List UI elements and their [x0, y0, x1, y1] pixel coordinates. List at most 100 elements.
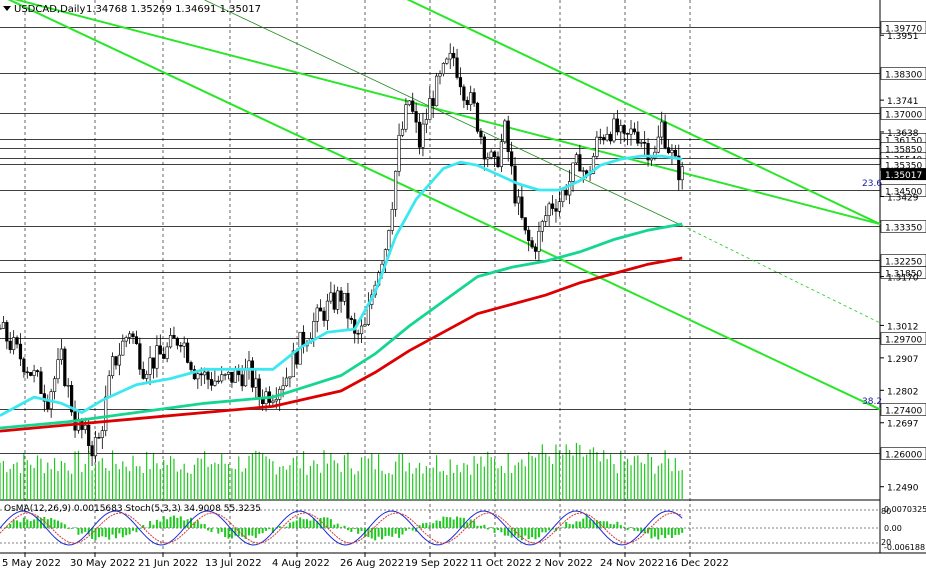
x-tick-label-5: 26 Aug 2022 — [340, 558, 404, 569]
candle-body — [247, 360, 251, 369]
candle-body — [110, 356, 115, 377]
candle-body — [203, 371, 207, 376]
candle-body — [230, 371, 234, 383]
level-label-11: 1.29700 — [885, 336, 922, 346]
candle-body — [172, 335, 176, 339]
y-tick-label-0: 1.3951 — [887, 32, 919, 42]
candle-body — [656, 136, 660, 153]
candle-body — [513, 165, 517, 204]
candle-body — [291, 350, 295, 378]
x-tick-label-0: 5 May 2022 — [2, 558, 61, 569]
candle-body — [134, 336, 139, 344]
candle-body — [356, 333, 360, 335]
level-label-8: 1.33350 — [885, 224, 922, 234]
candle-body — [533, 246, 538, 252]
candle-body — [22, 358, 26, 373]
candle-body — [131, 333, 135, 337]
candle-body — [29, 372, 33, 376]
level-label-10: 1.31850 — [885, 270, 922, 280]
candle-body — [394, 170, 398, 210]
candle-body — [46, 400, 50, 410]
x-tick-label-8: 2 Nov 2022 — [535, 558, 593, 569]
candle-body — [66, 385, 70, 387]
candle-body — [199, 373, 203, 376]
last-price-tag — [881, 168, 926, 181]
candle-body — [213, 380, 217, 386]
candle-body — [138, 343, 142, 370]
candle-body — [602, 137, 606, 141]
candle-body — [121, 340, 125, 356]
level-label-4: 1.35850 — [885, 146, 922, 156]
candle-body — [462, 86, 466, 101]
candle-body — [547, 203, 551, 216]
candle-body — [0, 328, 2, 330]
level-label-6: 1.35350 — [885, 162, 922, 172]
candle-body — [400, 128, 405, 136]
candle-body — [445, 58, 449, 64]
moving-averages — [0, 154, 683, 433]
candle-body — [240, 374, 244, 387]
candle-body — [1, 322, 6, 329]
y-tick-label-4: 1.3170 — [887, 274, 919, 284]
candle-body — [124, 337, 128, 342]
candle-body — [336, 290, 340, 310]
candle-body — [455, 57, 459, 78]
x-tick-label-3: 13 Jul 2022 — [205, 558, 262, 569]
y-tick-label-5: 1.3012 — [887, 322, 919, 332]
candle-body — [475, 102, 480, 132]
candle-body — [59, 348, 63, 361]
candle-body — [32, 370, 36, 376]
level-tag-8 — [880, 220, 926, 233]
level-label-9: 1.32250 — [885, 258, 922, 268]
channel-line-1 — [406, 0, 881, 225]
candle-body — [530, 240, 534, 248]
candle-body — [619, 125, 623, 133]
candle-body — [550, 203, 555, 209]
candle-body — [339, 290, 343, 302]
candle-body — [284, 377, 289, 387]
x-tick-label-4: 4 Aug 2022 — [272, 558, 330, 569]
candle-body — [70, 385, 74, 413]
candle-body — [90, 445, 94, 457]
candle-body — [63, 348, 67, 386]
candle-body — [574, 154, 579, 164]
candle-body — [673, 149, 677, 157]
candle-body — [325, 300, 330, 321]
candle-body — [622, 125, 626, 134]
candle-body — [581, 170, 585, 172]
trend-line-extension — [681, 225, 881, 324]
candle-body — [448, 52, 452, 60]
x-tick-label-7: 11 Oct 2022 — [470, 558, 532, 569]
candle-body — [489, 151, 493, 158]
dropdown-triangle-icon[interactable] — [3, 6, 11, 11]
candle-body — [322, 310, 326, 321]
x-tick-label-2: 21 Jun 2022 — [138, 558, 198, 569]
candle-body — [8, 340, 12, 350]
candle-body — [503, 120, 507, 143]
candle-body — [52, 378, 57, 392]
stoch-signal-line — [0, 512, 683, 544]
x-tick-label-10: 16 Dec 2022 — [665, 558, 729, 569]
candle-body — [629, 128, 633, 135]
ohlc-values: 1.34768 1.35269 1.34691 1.35017 — [86, 4, 261, 15]
candle-body — [196, 373, 200, 380]
candle-body — [540, 221, 544, 232]
candle-body — [158, 345, 162, 355]
candle-body — [646, 143, 650, 161]
y-tick-label-7: 1.2802 — [887, 387, 919, 397]
level-label-0: 1.39770 — [885, 25, 922, 35]
trend-channel — [7, 0, 881, 411]
candle-body — [680, 166, 684, 181]
candle-body — [414, 111, 418, 123]
level-label-7: 1.34500 — [885, 188, 922, 198]
candle-body — [636, 131, 640, 144]
level-label-13: 1.26000 — [885, 451, 922, 461]
stoch-main-line — [0, 510, 683, 546]
osc-axis-label-1: 0.00 — [884, 524, 902, 533]
candle-body — [428, 98, 432, 120]
y-tick-label-2: 1.3638 — [887, 129, 919, 139]
candle-body — [148, 357, 152, 375]
last-price-label: 1.35017 — [885, 171, 922, 181]
candle-body — [250, 360, 255, 388]
